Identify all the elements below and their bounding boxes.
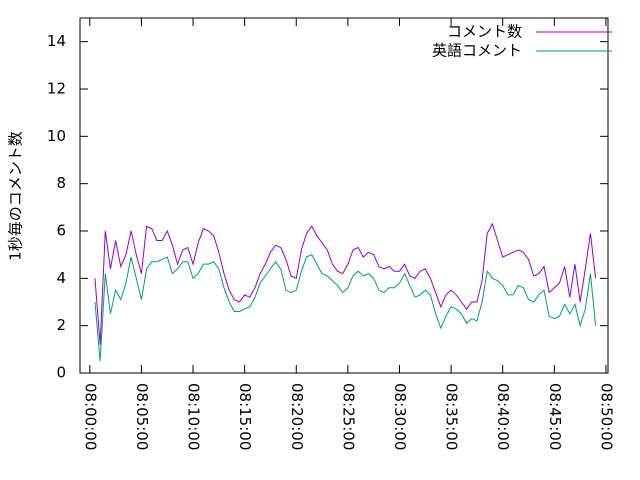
x-tick-label: 08:10:00	[185, 383, 203, 450]
x-tick-label: 08:30:00	[391, 383, 409, 450]
y-tick-label: 14	[47, 32, 66, 50]
legend-label: コメント数	[447, 23, 522, 41]
plot-frame	[79, 17, 609, 374]
legend-label: 英語コメント	[432, 42, 522, 60]
y-tick-label: 6	[56, 222, 66, 240]
series-line	[94, 254, 597, 362]
x-tick-label: 08:15:00	[236, 383, 254, 450]
x-tick-label: 08:50:00	[597, 383, 615, 450]
y-tick-label: 12	[47, 80, 66, 98]
x-tick-label: 08:45:00	[546, 383, 564, 450]
x-tick-label: 08:35:00	[443, 383, 461, 450]
y-tick-label: 0	[56, 364, 66, 382]
x-tick-label: 08:20:00	[288, 383, 306, 450]
y-tick-label: 4	[56, 269, 66, 287]
y-axis-label: 1秒毎のコメント数	[7, 131, 25, 261]
x-tick-label: 08:40:00	[494, 383, 512, 450]
y-tick-label: 8	[56, 174, 66, 192]
series-line	[94, 222, 597, 345]
x-tick-label: 08:00:00	[81, 383, 99, 450]
x-tick-label: 08:25:00	[339, 383, 357, 450]
y-tick-label: 2	[56, 316, 66, 334]
y-tick-label: 10	[47, 127, 66, 145]
x-tick-label: 08:05:00	[133, 383, 151, 450]
